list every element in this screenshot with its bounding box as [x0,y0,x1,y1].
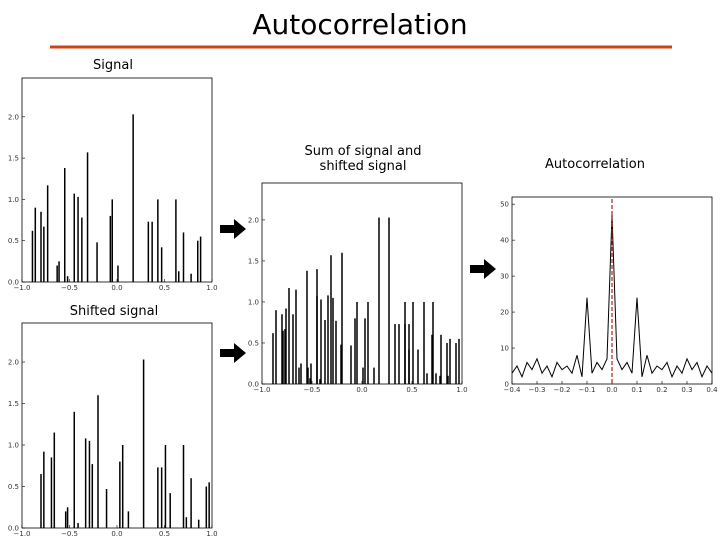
y-tick-label: 0 [505,381,509,389]
x-tick-label: 0.5 [159,530,170,538]
x-tick-label: 1.0 [206,284,217,292]
x-tick-label: −0.2 [554,386,571,394]
y-tick-label: 40 [500,237,509,245]
y-tick-label: 0.0 [8,525,19,533]
x-tick-label: 0.3 [681,386,692,394]
y-tick-label: 2.0 [8,113,19,121]
chart-title: Autocorrelation [545,157,645,172]
y-tick-label: 2.0 [248,216,259,224]
y-tick-label: 50 [500,201,509,209]
y-tick-label: 1.5 [8,400,19,408]
x-tick-label: −0.4 [504,386,522,394]
x-tick-label: −0.3 [529,386,546,394]
x-tick-label: 1.0 [206,530,217,538]
y-tick-label: 1.0 [8,442,19,450]
x-tick-label: 0.1 [631,386,642,394]
y-tick-label: 2.0 [8,359,19,367]
x-tick-label: −0.5 [304,386,321,394]
y-tick-label: 1.0 [248,298,259,306]
arrow [220,343,246,363]
x-tick-label: −1.0 [14,284,31,292]
x-tick-label: −1.0 [14,530,31,538]
y-tick-label: 10 [500,345,509,353]
x-tick-label: 0.2 [656,386,667,394]
x-tick-label: 0.0 [111,530,122,538]
y-tick-label: 0.5 [8,483,19,491]
chart-title: Sum of signal and shifted signal [304,144,422,174]
arrow [470,259,496,279]
y-tick-label: 1.0 [8,196,19,204]
x-tick-label: 1.0 [456,386,467,394]
x-tick-label: 0.0 [606,386,617,394]
y-tick-label: 0.5 [248,339,259,347]
x-tick-label: −0.5 [61,284,78,292]
slide-title: Autocorrelation [252,8,468,41]
y-tick-label: 0.0 [248,381,259,389]
x-tick-label: 0.5 [406,386,417,394]
y-tick-label: 0.5 [8,237,19,245]
x-tick-label: −0.1 [579,386,596,394]
chart-title: Signal [93,58,133,73]
x-tick-label: 0.0 [111,284,122,292]
x-tick-label: −0.5 [61,530,78,538]
x-tick-label: 0.4 [706,386,718,394]
x-tick-label: 0.0 [356,386,367,394]
y-tick-label: 1.5 [248,257,259,265]
y-tick-label: 1.5 [8,155,19,163]
chart-title: Shifted signal [69,304,159,319]
x-tick-label: 0.5 [159,284,170,292]
y-tick-label: 30 [500,273,509,281]
y-tick-label: 0.0 [8,279,19,287]
x-tick-label: −1.0 [254,386,271,394]
y-tick-label: 20 [500,309,509,317]
arrow [220,219,246,239]
